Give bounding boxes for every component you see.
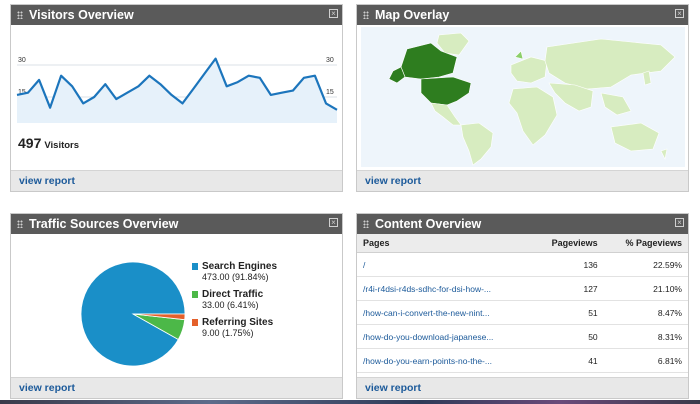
- traffic-pie-chart: [80, 261, 186, 367]
- pageviews-cell: 41: [532, 348, 604, 373]
- table-row: / 136 22.59%: [357, 252, 688, 277]
- map-view-report-link[interactable]: view report: [365, 175, 422, 187]
- traffic-view-report-link[interactable]: view report: [19, 382, 76, 394]
- traffic-legend: Search Engines 473.00 (91.84%) Direct Tr…: [192, 261, 277, 345]
- visitors-sparkline-chart: [16, 57, 338, 123]
- pct-cell: 6.81%: [603, 348, 688, 373]
- pie-slice-2: [132, 313, 186, 321]
- traffic-sources-widget: Traffic Sources Overview × Search Engine…: [10, 213, 343, 399]
- y-tick-right-top: 30: [326, 57, 334, 64]
- drag-grip-icon[interactable]: [363, 220, 369, 228]
- content-widget-header[interactable]: Content Overview ×: [357, 214, 688, 234]
- table-row: /how-can-i-convert-the-new-nint... 51 8.…: [357, 300, 688, 325]
- map-overlay-widget: Map Overlay × view report: [356, 4, 689, 192]
- page-link[interactable]: /how-do-you-earn-points-no-the-...: [357, 348, 533, 373]
- legend-name: Search Engines: [202, 261, 278, 272]
- table-row: /r4i-r4dsi-r4ds-sdhc-for-dsi-how-... 127…: [357, 276, 688, 301]
- table-header-row: Pages Pageviews % Pageviews: [357, 234, 688, 253]
- content-view-report-link[interactable]: view report: [365, 382, 422, 394]
- visitor-count-value: 497: [18, 135, 42, 151]
- pageviews-cell: 127: [532, 276, 604, 301]
- col-header-pageviews[interactable]: Pageviews: [532, 234, 604, 253]
- visitors-widget-header[interactable]: Visitors Overview ×: [11, 5, 342, 25]
- page-link[interactable]: /how-do-you-download-japanese...: [357, 324, 533, 349]
- table-row: /how-do-you-earn-points-no-the-... 41 6.…: [357, 348, 688, 373]
- pageviews-cell: 50: [532, 324, 604, 349]
- sparkline-line: [16, 57, 338, 111]
- legend-swatch-search: [192, 263, 198, 270]
- table-row: /how-do-you-download-japanese... 50 8.31…: [357, 324, 688, 349]
- content-widget-footer: view report: [357, 377, 688, 398]
- drag-grip-icon[interactable]: [17, 220, 23, 228]
- australia-region: [610, 122, 660, 152]
- y-tick-left-mid: 15: [18, 89, 26, 96]
- visitor-count-label: Visitors: [44, 140, 80, 151]
- japan-region: [642, 70, 652, 86]
- visitors-widget-footer: view report: [11, 170, 342, 191]
- mexico-region: [430, 102, 462, 126]
- europe-region: [510, 56, 548, 84]
- sparkline-area: [17, 58, 337, 123]
- pct-cell: 8.47%: [603, 300, 688, 325]
- legend-swatch-referring: [192, 319, 198, 326]
- uk-region: [514, 50, 524, 60]
- africa-region: [508, 86, 558, 146]
- visitor-count: 497 Visitors: [18, 135, 79, 151]
- page-link[interactable]: /: [357, 252, 533, 277]
- close-icon[interactable]: ×: [329, 218, 338, 227]
- usa-region: [420, 76, 472, 106]
- drag-grip-icon[interactable]: [363, 11, 369, 19]
- pct-cell: 22.59%: [603, 252, 688, 277]
- map-widget-title: Map Overlay: [375, 8, 450, 22]
- legend-swatch-direct: [192, 291, 198, 298]
- content-table: Pages Pageviews % Pageviews / 136 22.59%…: [357, 234, 688, 373]
- visitors-overview-widget: Visitors Overview × 30 15 30 15 497 Visit…: [10, 4, 343, 192]
- close-icon[interactable]: ×: [675, 218, 684, 227]
- traffic-widget-title: Traffic Sources Overview: [29, 217, 179, 231]
- legend-name: Referring Sites: [202, 317, 274, 328]
- y-tick-right-mid: 15: [326, 89, 334, 96]
- legend-item-search: Search Engines 473.00 (91.84%): [192, 261, 277, 282]
- pct-cell: 8.31%: [603, 324, 688, 349]
- alaska-region: [388, 66, 406, 84]
- col-header-pages[interactable]: Pages: [357, 234, 533, 253]
- legend-name: Direct Traffic: [202, 289, 264, 300]
- visitors-view-report-link[interactable]: view report: [19, 175, 76, 187]
- world-map[interactable]: [361, 27, 685, 167]
- asia-region: [544, 38, 676, 90]
- close-icon[interactable]: ×: [675, 9, 684, 18]
- south-america-region: [460, 122, 494, 166]
- pct-cell: 21.10%: [603, 276, 688, 301]
- legend-item-direct: Direct Traffic 33.00 (6.41%): [192, 289, 277, 310]
- legend-value: 33.00 (6.41%): [202, 300, 259, 310]
- legend-value: 473.00 (91.84%): [202, 272, 269, 282]
- greenland-region: [436, 32, 470, 56]
- new-zealand-region: [660, 148, 668, 160]
- col-header-pct-pageviews[interactable]: % Pageviews: [603, 234, 688, 253]
- close-icon[interactable]: ×: [329, 9, 338, 18]
- content-overview-widget: Content Overview × Pages Pageviews % Pag…: [356, 213, 689, 399]
- page-link[interactable]: /r4i-r4dsi-r4ds-sdhc-for-dsi-how-...: [357, 276, 533, 301]
- page-link[interactable]: /how-can-i-convert-the-new-nint...: [357, 300, 533, 325]
- pageviews-cell: 136: [532, 252, 604, 277]
- legend-item-referring: Referring Sites 9.00 (1.75%): [192, 317, 277, 338]
- map-widget-header[interactable]: Map Overlay ×: [357, 5, 688, 25]
- visitors-widget-title: Visitors Overview: [29, 8, 134, 22]
- traffic-widget-footer: view report: [11, 377, 342, 398]
- traffic-widget-header[interactable]: Traffic Sources Overview ×: [11, 214, 342, 234]
- legend-value: 9.00 (1.75%): [202, 328, 254, 338]
- southeast-asia-region: [600, 92, 632, 116]
- desktop-taskbar-strip: [0, 400, 700, 404]
- map-widget-footer: view report: [357, 170, 688, 191]
- content-widget-title: Content Overview: [375, 217, 482, 231]
- india-region: [548, 82, 594, 112]
- pageviews-cell: 51: [532, 300, 604, 325]
- y-tick-left-top: 30: [18, 57, 26, 64]
- drag-grip-icon[interactable]: [17, 11, 23, 19]
